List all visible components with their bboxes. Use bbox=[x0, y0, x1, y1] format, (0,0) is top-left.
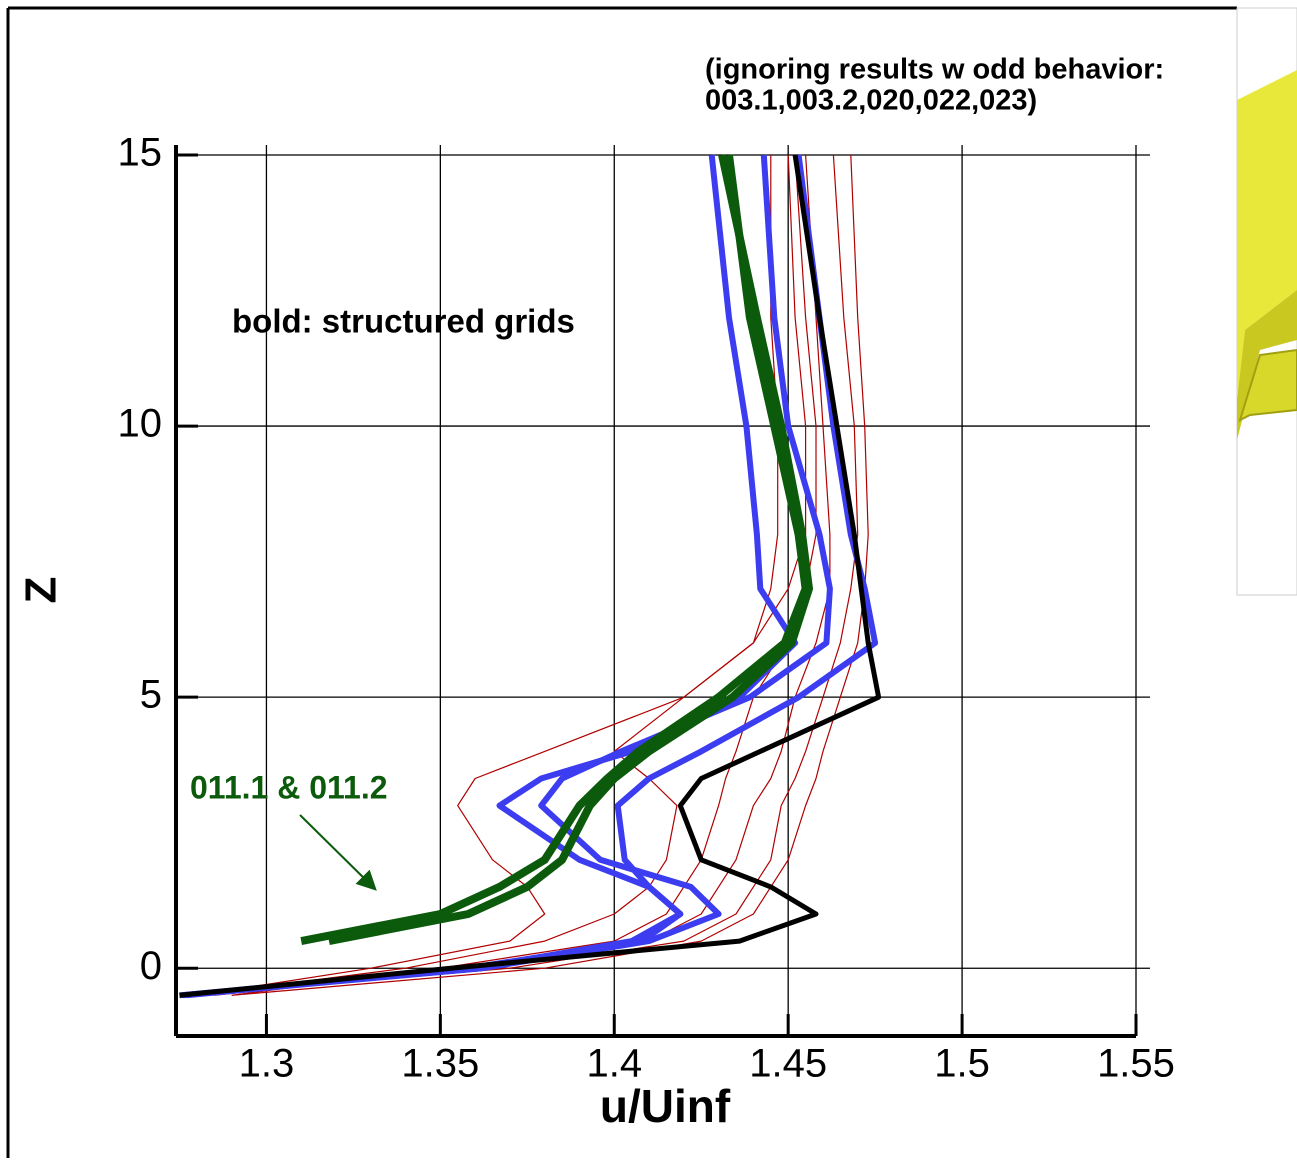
y-axis-title: Z bbox=[17, 577, 66, 604]
y-tick-label: 0 bbox=[140, 944, 162, 988]
x-tick-label: 1.55 bbox=[1097, 1042, 1175, 1086]
annotation: bold: structured grids bbox=[232, 303, 575, 340]
lines bbox=[179, 154, 882, 999]
annotation: 011.1 & 011.2 bbox=[190, 769, 388, 805]
grid bbox=[176, 145, 1150, 1036]
y-tick-label: 15 bbox=[118, 131, 163, 175]
x-tick-label: 1.35 bbox=[401, 1042, 479, 1086]
annotation-arrow bbox=[299, 814, 377, 891]
axes: 1.3 1.35 1.4 1.45 1.5 1.55 0 5 10 15 bbox=[118, 131, 1175, 1086]
x-tick-label: 1.4 bbox=[586, 1042, 642, 1086]
y-tick-label: 5 bbox=[140, 673, 162, 717]
inset-image bbox=[1236, 7, 1297, 596]
profile-line bbox=[231, 154, 869, 996]
annotation: 003.1,003.2,020,022,023) bbox=[705, 85, 1037, 117]
profile-line bbox=[179, 154, 882, 998]
profile-line bbox=[196, 155, 779, 996]
profile-line bbox=[328, 154, 813, 946]
x-axis-title: u/Uinf bbox=[600, 1080, 731, 1132]
profile-line bbox=[186, 154, 879, 999]
profile-line bbox=[182, 154, 833, 999]
x-tick-label: 1.45 bbox=[749, 1042, 827, 1086]
inset-shape bbox=[1237, 70, 1297, 400]
x-tick-label: 1.3 bbox=[239, 1042, 295, 1086]
profile-line bbox=[196, 154, 859, 996]
x-tick-label: 1.5 bbox=[934, 1042, 990, 1086]
inset-shape bbox=[1238, 348, 1297, 422]
annotation: (ignoring results w odd behavior: bbox=[705, 54, 1164, 86]
profile-line bbox=[300, 154, 810, 946]
inset-shape bbox=[1237, 290, 1297, 440]
y-tick-label: 10 bbox=[118, 402, 163, 446]
profile-line bbox=[214, 154, 831, 996]
